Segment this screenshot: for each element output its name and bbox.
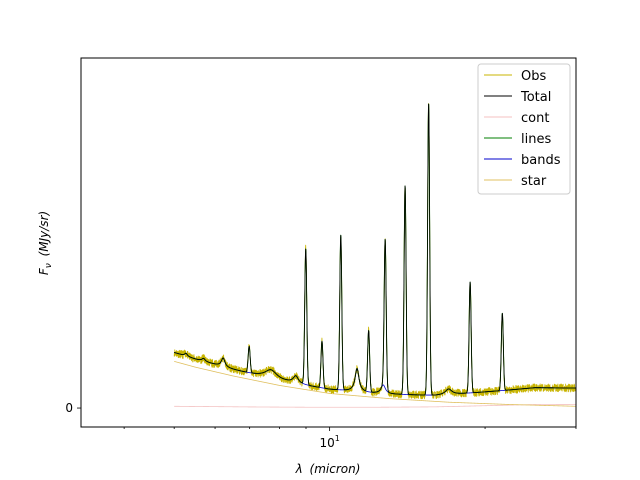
legend-label-total: Total: [520, 90, 551, 105]
series-cont-line: [173, 403, 576, 408]
ticks-layer: 101 0: [65, 401, 577, 450]
series-star-line: [173, 360, 576, 407]
legend-label-obs: Obs: [521, 69, 546, 84]
series-obs-line: [173, 103, 576, 400]
x-tick-label: 101: [319, 434, 339, 450]
series-total-line: [173, 103, 576, 396]
legend-label-bands: bands: [521, 153, 561, 168]
x-axis-label: λ (micron): [295, 462, 361, 476]
legend-label-cont: cont: [521, 111, 549, 126]
y-axis-label: Fν (MJy/sr): [37, 211, 54, 275]
legend-label-star: star: [521, 174, 547, 189]
legend-label-lines: lines: [521, 132, 551, 147]
series-layer: [173, 103, 576, 408]
legend: Obs Total cont lines bands star: [477, 63, 571, 195]
plot-frame: [80, 57, 577, 428]
y-tick-label: 0: [65, 401, 73, 415]
